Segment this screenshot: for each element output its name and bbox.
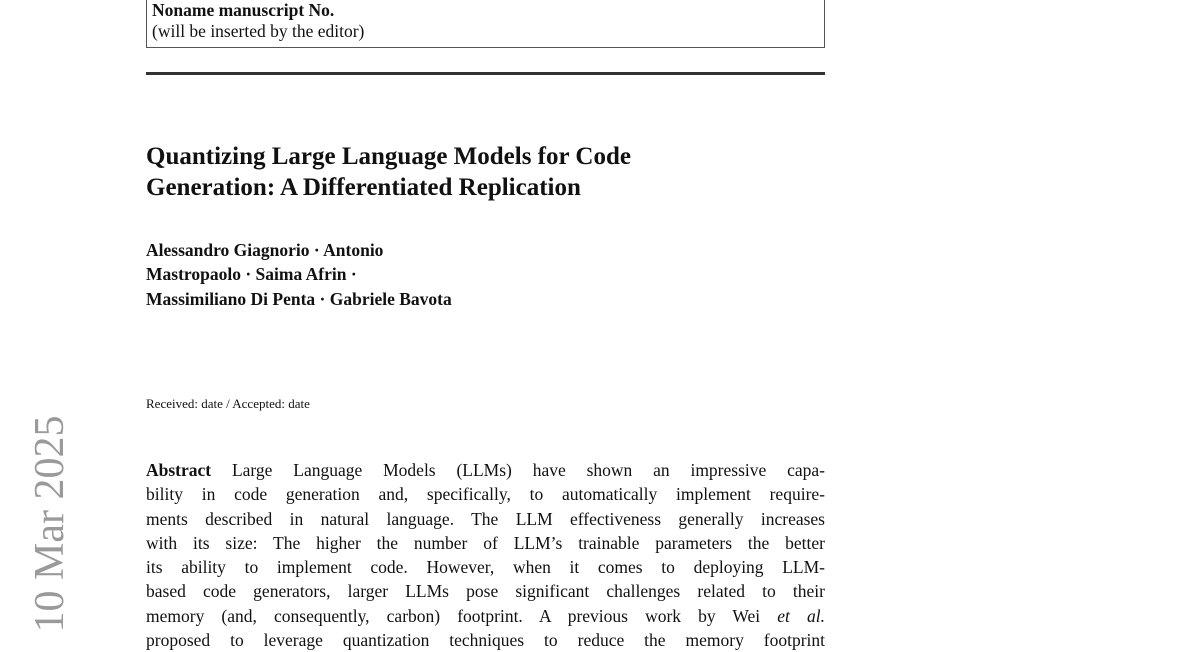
manuscript-number: Noname manuscript No.	[152, 0, 335, 20]
author-line: Mastropaolo · Saima Afrin ·	[146, 264, 357, 285]
abstract-line: ments described in natural language. The…	[146, 508, 825, 529]
abstract-line: Abstract Large Language Models (LLMs) ha…	[146, 460, 825, 480]
paper-title: Quantizing Large Language Models for Cod…	[146, 141, 631, 203]
abstract-line: based code generators, larger LLMs pose …	[146, 581, 825, 602]
abstract-line: proposed to leverage quantization techni…	[146, 630, 825, 651]
title-line: Generation: A Differentiated Replication	[146, 174, 581, 201]
title-line: Quantizing Large Language Models for Cod…	[146, 143, 631, 170]
header-rule	[146, 72, 825, 75]
arxiv-stamp: 10 Mar 2025	[27, 415, 73, 633]
etal: et al.	[777, 605, 825, 626]
abstract-line: memory (and, consequently, carbon) footp…	[146, 605, 825, 626]
abstract-label: Abstract	[146, 460, 212, 480]
editor-note: (will be inserted by the editor)	[152, 21, 365, 41]
abstract-line: bility in code generation and, specifica…	[146, 484, 825, 505]
author-line: Massimiliano Di Penta · Gabriele Bavota	[146, 288, 452, 309]
abstract-line: with its size: The higher the number of …	[146, 532, 825, 553]
abstract-line: its ability to implement code. However, …	[146, 557, 825, 578]
received-date: Received: date / Accepted: date	[146, 396, 310, 411]
abstract: Abstract Large Language Models (LLMs) ha…	[146, 458, 825, 652]
authors: Alessandro Giagnorio · Antonio Mastropao…	[146, 238, 452, 311]
author-line: Alessandro Giagnorio · Antonio	[146, 240, 384, 260]
manuscript-box: Noname manuscript No. (will be inserted …	[146, 0, 825, 48]
